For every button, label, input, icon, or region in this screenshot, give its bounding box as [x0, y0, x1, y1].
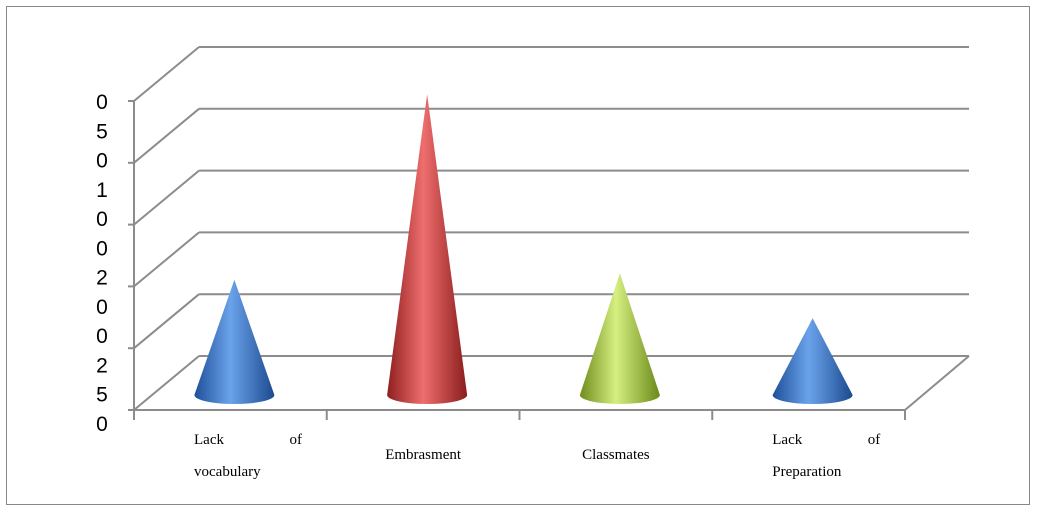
- category-label-word: of: [868, 432, 881, 448]
- category-label-text: Classmates: [582, 447, 650, 463]
- category-label-1: Embrasment: [385, 447, 462, 463]
- y-tick-label: 2: [96, 354, 108, 377]
- category-label-text: Embrasment: [385, 447, 462, 463]
- cone-1: [387, 94, 468, 404]
- cone-body: [579, 273, 660, 404]
- y-tick-label: 0: [96, 325, 108, 348]
- y-tick-label: 0: [96, 237, 108, 260]
- cones: [194, 94, 853, 404]
- y-tick-label: 0: [96, 91, 108, 114]
- y-tick-label: 5: [96, 384, 108, 407]
- side-wall-line: [133, 46, 200, 102]
- cone-chart: 0 5 0 1 0 0 2 0 0 2 5 0 Lack of vocabulary Embrasment C…: [96, 46, 970, 480]
- axis-layer: [128, 100, 970, 420]
- category-label-line2: Preparation: [772, 464, 842, 480]
- y-tick-label: 1: [96, 179, 108, 202]
- side-wall-line: [133, 231, 200, 288]
- side-wall-line: [133, 108, 200, 164]
- cone-body: [387, 94, 468, 404]
- category-label-line2: vocabulary: [194, 464, 261, 480]
- category-label-3: Lack of Preparation: [772, 432, 880, 480]
- category-label-2: Classmates: [582, 447, 650, 463]
- side-wall-line: [133, 169, 200, 226]
- cone-0: [194, 279, 275, 404]
- y-tick-label: 5: [96, 120, 108, 143]
- chart-frame: 0 5 0 1 0 0 2 0 0 2 5 0 Lack of vocabulary Embrasment C…: [6, 6, 1030, 505]
- side-wall-line: [133, 293, 200, 349]
- category-label-word: Lack: [194, 432, 224, 448]
- cone-3: [772, 318, 853, 404]
- grid-layer: [133, 46, 969, 411]
- category-label-word: Lack: [772, 432, 802, 448]
- y-tick-label: 0: [96, 296, 108, 319]
- category-labels: Lack of vocabulary Embrasment Classmates Lack…: [194, 432, 880, 480]
- side-wall-line: [133, 355, 200, 411]
- floor-right-edge: [904, 355, 970, 411]
- y-tick-label: 2: [96, 267, 108, 290]
- y-tick-label: 0: [96, 208, 108, 231]
- y-tick-label: 0: [96, 413, 108, 436]
- category-label-word: of: [290, 432, 303, 448]
- y-tick-labels: 0 5 0 1 0 0 2 0 0 2 5 0: [96, 91, 108, 436]
- y-tick-label: 0: [96, 150, 108, 173]
- cone-2: [579, 273, 660, 404]
- cone-body: [194, 279, 275, 404]
- category-label-0: Lack of vocabulary: [194, 432, 302, 480]
- cone-body: [772, 318, 853, 404]
